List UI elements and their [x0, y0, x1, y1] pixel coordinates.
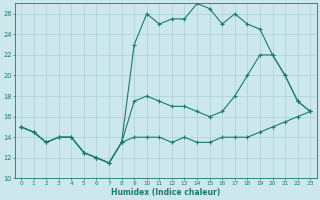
- X-axis label: Humidex (Indice chaleur): Humidex (Indice chaleur): [111, 188, 220, 197]
